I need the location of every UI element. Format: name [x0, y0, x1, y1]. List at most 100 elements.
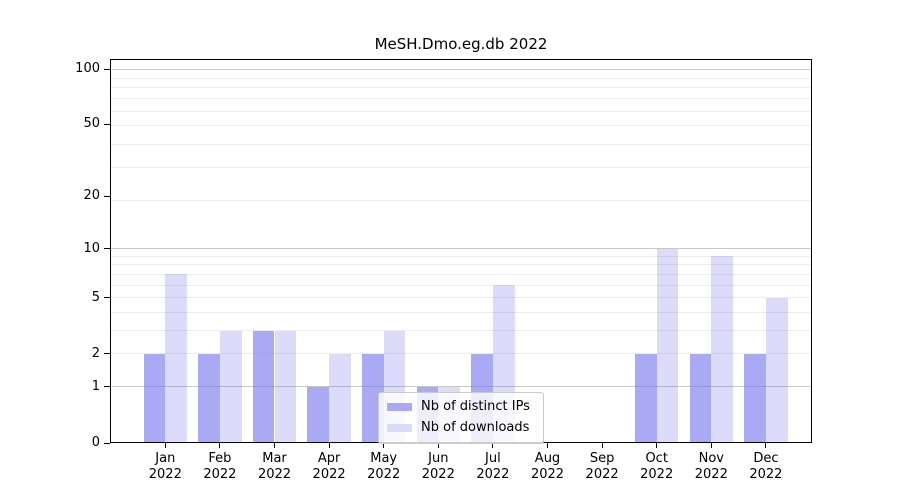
minor-gridline [110, 297, 812, 299]
x-tick-label: Feb 2022 [192, 451, 248, 483]
minor-gridline [110, 166, 812, 168]
minor-gridline [110, 312, 812, 314]
x-label-year: 2022 [749, 467, 783, 482]
x-label-year: 2022 [530, 467, 565, 482]
x-label-year: 2022 [640, 467, 674, 482]
x-label-month: Jul [485, 451, 501, 466]
x-label-year: 2022 [694, 467, 728, 482]
x-tick-mark [274, 443, 275, 448]
x-label-month: Feb [208, 451, 232, 466]
x-tick-mark [710, 443, 712, 448]
y-tick-label: 20 [83, 188, 100, 204]
y-tick-mark [104, 123, 110, 125]
x-tick-mark [383, 443, 385, 448]
x-tick-label: Jun 2022 [410, 451, 466, 483]
chart-title: MeSH.Dmo.eg.db 2022 [374, 35, 548, 53]
major-gridline [110, 386, 812, 388]
legend-item-distinct-ips: Nb of distinct IPs [387, 399, 535, 415]
x-label-month: Dec [753, 451, 779, 466]
x-tick-mark [492, 443, 494, 448]
minor-gridline [110, 330, 812, 332]
bar-nb-of-distinct-ips [307, 386, 330, 443]
grid-layer [110, 59, 812, 443]
x-label-month: Mar [262, 451, 287, 466]
downloads-swatch-icon [387, 424, 412, 432]
minor-gridline [110, 199, 812, 201]
bar-nb-of-distinct-ips [143, 353, 166, 443]
minor-gridline [110, 264, 812, 266]
y-tick-label: 5 [91, 289, 100, 305]
minor-gridline [110, 77, 812, 79]
legend-label-downloads: Nb of downloads [421, 420, 530, 435]
x-tick-label: Dec 2022 [738, 451, 794, 483]
x-tick-label: Oct 2022 [629, 451, 685, 483]
bar-nb-of-downloads [656, 248, 679, 443]
minor-gridline [110, 110, 812, 112]
x-tick-mark [547, 443, 548, 448]
minor-gridline [110, 143, 812, 145]
y-tick-mark [104, 386, 110, 388]
y-tick-label: 2 [91, 345, 100, 361]
minor-gridline [110, 353, 812, 355]
bar-nb-of-downloads [711, 256, 734, 443]
y-tick-label: 100 [75, 61, 100, 76]
x-label-month: Jan [155, 451, 176, 466]
x-label-month: May [370, 451, 398, 466]
x-label-month: Apr [317, 451, 341, 466]
bar-nb-of-downloads [274, 330, 297, 443]
bar-nb-of-downloads [219, 330, 242, 443]
legend-item-downloads: Nb of downloads [387, 420, 535, 436]
y-tick-mark [104, 297, 110, 299]
x-label-year: 2022 [312, 467, 346, 482]
y-tick-mark [104, 195, 110, 197]
y-tick-mark [104, 68, 110, 70]
x-tick-label: Jan 2022 [137, 451, 193, 483]
bars-layer [110, 59, 812, 443]
minor-gridline [110, 284, 812, 286]
x-label-year: 2022 [257, 467, 292, 482]
x-label-year: 2022 [585, 467, 619, 482]
x-label-month: Nov [698, 451, 724, 466]
y-tick-mark [104, 248, 110, 250]
x-label-year: 2022 [203, 467, 237, 482]
bar-nb-of-downloads [329, 353, 351, 443]
x-tick-mark [765, 443, 767, 448]
x-tick-mark [328, 443, 330, 448]
x-label-month: Sep [589, 451, 615, 466]
x-tick-mark [164, 443, 166, 448]
legend-label-distinct-ips: Nb of distinct IPs [421, 399, 530, 414]
major-gridline [110, 248, 812, 250]
bar-nb-of-distinct-ips [252, 330, 275, 443]
x-tick-label: Jul 2022 [465, 451, 521, 483]
y-tick-label: 50 [83, 116, 100, 132]
x-label-year: 2022 [367, 467, 401, 482]
bar-nb-of-downloads [165, 274, 188, 443]
y-tick-label: 10 [83, 240, 100, 256]
minor-gridline [110, 87, 812, 89]
y-tick-mark [104, 353, 110, 355]
plot-area [110, 59, 812, 443]
distinct-ips-swatch-icon [387, 403, 412, 411]
x-label-month: Aug [534, 451, 561, 466]
x-tick-label: May 2022 [356, 451, 412, 483]
y-tick-label: 0 [91, 435, 100, 450]
bar-nb-of-downloads [765, 297, 788, 443]
x-tick-label: Aug 2022 [520, 451, 576, 483]
minor-gridline [110, 255, 812, 257]
x-tick-label: Apr 2022 [301, 451, 357, 483]
bar-nb-of-distinct-ips [689, 353, 712, 443]
legend: Nb of distinct IPs Nb of downloads [378, 392, 544, 444]
x-tick-mark [219, 443, 221, 448]
minor-gridline [110, 125, 812, 127]
minor-gridline [110, 98, 812, 100]
y-tick-label: 1 [91, 378, 100, 394]
minor-gridline [110, 273, 812, 275]
x-label-year: 2022 [476, 467, 510, 482]
bar-nb-of-distinct-ips [744, 353, 766, 443]
x-tick-label: Nov 2022 [683, 451, 739, 483]
x-tick-mark [656, 443, 658, 448]
bar-nb-of-distinct-ips [634, 353, 657, 443]
y-tick-mark [104, 442, 110, 444]
x-label-year: 2022 [148, 467, 182, 482]
